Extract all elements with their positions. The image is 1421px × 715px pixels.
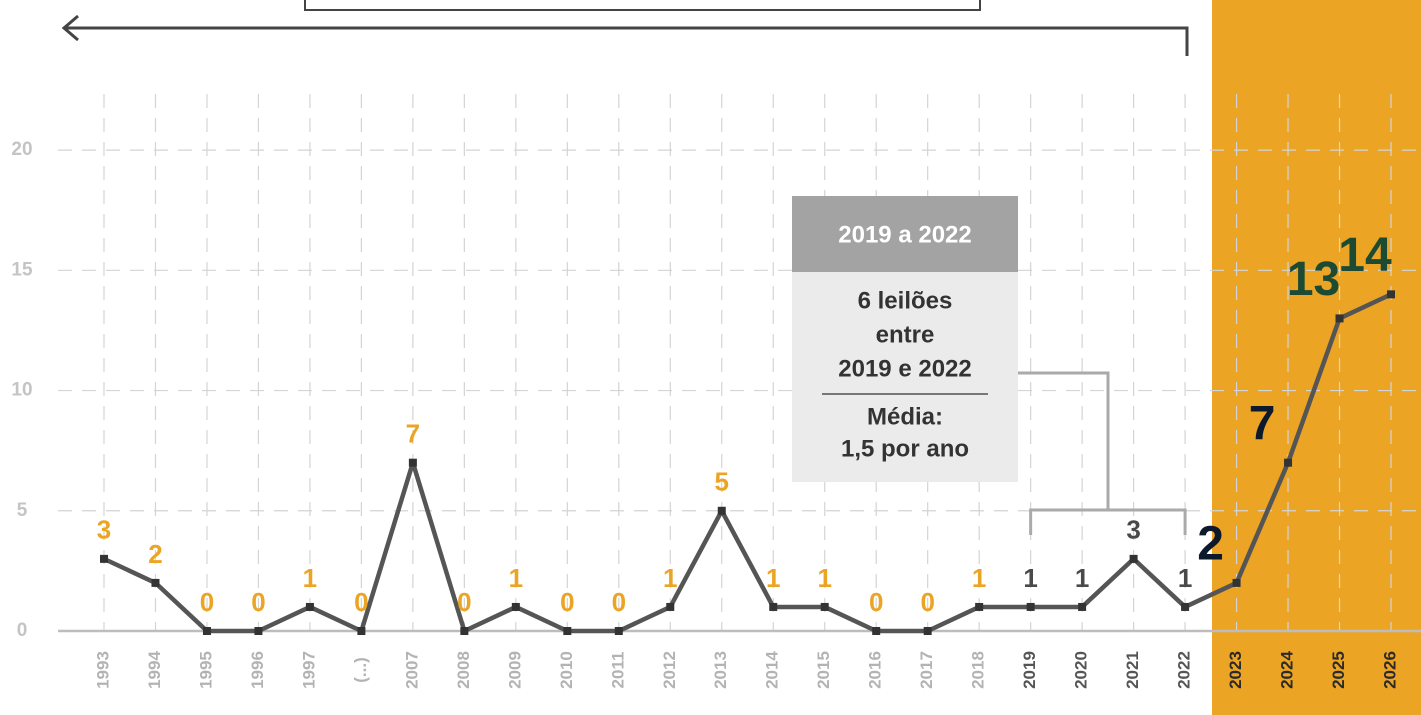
x-tick-label: 2007 <box>402 651 421 689</box>
x-tick-label: 2017 <box>917 651 936 689</box>
value-label: 1 <box>509 563 523 593</box>
annotation-body <box>792 272 1018 482</box>
value-label: 2 <box>1197 518 1224 571</box>
y-tick-label: 10 <box>11 380 32 401</box>
data-point <box>614 627 623 635</box>
value-label: 1 <box>1023 563 1037 593</box>
annotation-line: 2019 e 2022 <box>838 355 971 382</box>
value-label: 1 <box>1075 563 1089 593</box>
data-point <box>872 627 881 635</box>
x-tick-label: 1993 <box>93 651 112 689</box>
bracket <box>1018 371 1187 535</box>
data-line <box>103 292 1392 634</box>
annotation-line: 6 leilões <box>858 287 953 314</box>
x-tick-label: 1995 <box>196 651 215 689</box>
y-tick-label: 20 <box>11 139 32 160</box>
x-tick-label: (...) <box>351 657 370 683</box>
y-tick-label: 15 <box>11 259 33 280</box>
data-point <box>100 554 108 563</box>
x-tick-label: 2015 <box>814 651 833 689</box>
x-tick-label: 2014 <box>763 651 782 689</box>
value-label: 0 <box>560 587 574 617</box>
value-label: 1 <box>972 563 986 593</box>
x-tick-label: 2010 <box>557 651 576 689</box>
value-label: 0 <box>457 587 471 617</box>
x-tick-label: 2023 <box>1226 651 1245 689</box>
value-label: 0 <box>920 587 934 617</box>
data-point <box>1129 554 1138 563</box>
annotation-note: 1,5 por ano <box>841 435 969 462</box>
data-point <box>1232 578 1241 587</box>
value-label: 3 <box>97 515 111 545</box>
data-point <box>1026 602 1035 611</box>
value-label: 1 <box>1178 563 1192 593</box>
data-point <box>254 627 263 635</box>
data-point <box>511 602 520 611</box>
x-tick-label: 2018 <box>969 651 988 689</box>
value-label: 0 <box>200 587 214 617</box>
x-tick-label: 2019 <box>1020 651 1039 689</box>
x-tick-label: 2020 <box>1072 651 1091 689</box>
data-point <box>1078 602 1087 611</box>
top-box <box>304 0 981 11</box>
data-point <box>357 627 366 635</box>
x-tick-label: 2011 <box>608 652 627 689</box>
data-point <box>666 602 675 611</box>
value-label: 13 <box>1287 253 1340 306</box>
annotation-header <box>792 196 1018 272</box>
x-tick-label: 2012 <box>660 651 679 689</box>
value-label: 1 <box>663 563 677 593</box>
x-tick-label: 2009 <box>505 651 524 689</box>
value-label: 14 <box>1338 229 1392 282</box>
x-tick-label: 2022 <box>1175 651 1194 689</box>
value-label: 1 <box>766 563 780 593</box>
value-label: 5 <box>715 467 729 497</box>
data-point <box>460 627 469 635</box>
value-label: 0 <box>869 587 883 617</box>
data-point <box>1284 458 1293 467</box>
x-tick-label: 2013 <box>711 651 730 689</box>
data-point <box>202 627 211 635</box>
value-label: 7 <box>406 419 420 449</box>
data-point <box>923 627 932 635</box>
annotation-line: entre <box>876 321 935 348</box>
data-point <box>408 458 417 467</box>
data-point <box>1181 602 1190 611</box>
x-tick-label: 2008 <box>454 651 473 689</box>
value-label: 2 <box>148 539 162 569</box>
value-label: 7 <box>1249 397 1276 450</box>
data-point <box>563 627 572 635</box>
y-tick-label: 0 <box>17 620 28 641</box>
annotation-note: Média: <box>867 403 943 430</box>
value-label: 0 <box>354 587 368 617</box>
data-point <box>717 506 726 515</box>
value-label: 1 <box>303 563 317 593</box>
x-tick-label: 2016 <box>866 651 885 689</box>
data-point <box>1387 290 1395 299</box>
y-tick-label: 5 <box>17 500 28 521</box>
x-tick-label: 1997 <box>299 651 318 689</box>
projection-band <box>1212 0 1421 715</box>
data-point <box>820 602 829 611</box>
data-point <box>1335 314 1344 323</box>
value-label: 3 <box>1126 515 1140 545</box>
x-tick-label: 2024 <box>1278 651 1297 689</box>
data-point <box>769 602 778 611</box>
x-tick-label: 2021 <box>1123 651 1142 689</box>
arrow-head <box>61 14 79 42</box>
annotation-title: 2019 a 2022 <box>838 221 971 248</box>
x-tick-label: 2026 <box>1380 651 1399 689</box>
value-label: 0 <box>251 587 265 617</box>
x-tick-label: 1994 <box>145 651 164 689</box>
data-point <box>305 602 314 611</box>
x-tick-label: 2025 <box>1329 651 1348 689</box>
period-arrow <box>64 26 1189 56</box>
data-point <box>975 602 984 611</box>
x-tick-label: 1996 <box>248 651 267 689</box>
data-point <box>151 578 160 587</box>
value-label: 1 <box>817 563 831 593</box>
value-label: 0 <box>612 587 626 617</box>
